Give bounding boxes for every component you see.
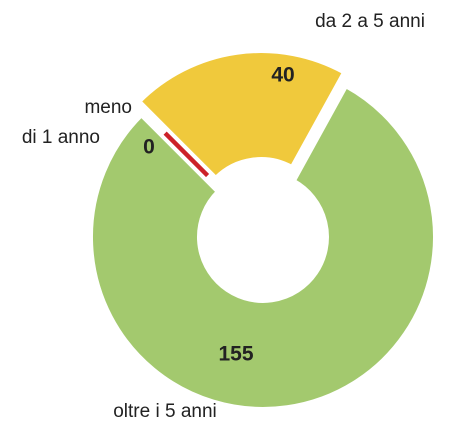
slice — [89, 83, 437, 411]
value-label: 155 — [218, 343, 253, 366]
value-label: 0 — [143, 136, 155, 159]
value-label: 40 — [271, 64, 294, 87]
slice — [136, 49, 347, 181]
slices — [89, 49, 437, 411]
category-label: oltre i 5 anni — [113, 401, 217, 422]
category-label: da 2 a 5 anni — [315, 11, 425, 32]
category-label: meno — [84, 97, 132, 118]
slice — [161, 129, 212, 180]
category-label: di 1 anno — [22, 127, 100, 148]
